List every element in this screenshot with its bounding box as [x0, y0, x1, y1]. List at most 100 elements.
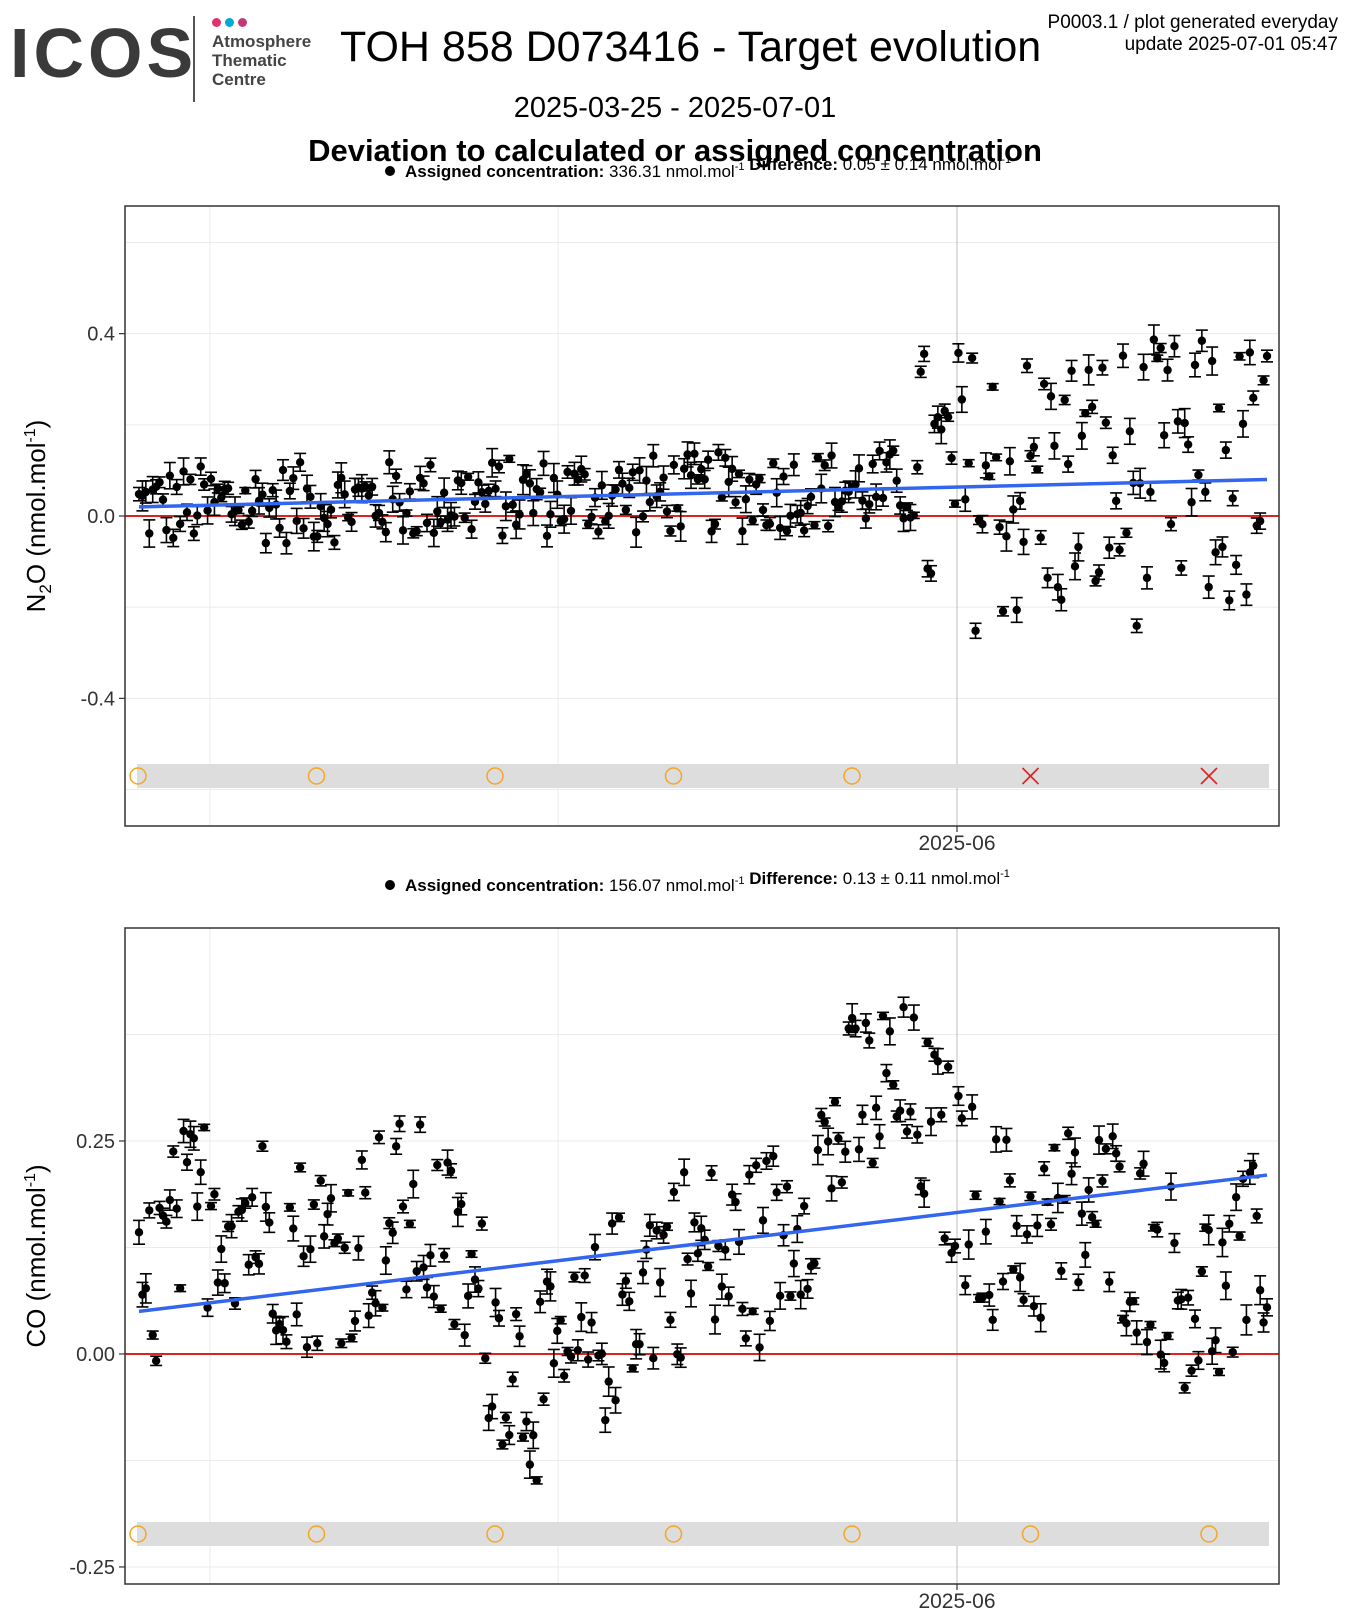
data-point [1122, 528, 1131, 538]
data-point [395, 1119, 404, 1128]
data-point [981, 1227, 991, 1236]
data-point [1211, 1336, 1220, 1345]
x-tick-label: 2025-06 [918, 1590, 995, 1613]
data-point [477, 1219, 487, 1228]
data-point [690, 1218, 699, 1227]
data-point [354, 1243, 363, 1253]
data-point [1173, 417, 1183, 426]
data-point [1074, 1278, 1083, 1287]
data-point [1087, 1213, 1097, 1222]
data-point [313, 1339, 322, 1348]
data-point [1101, 1144, 1111, 1154]
data-point [1015, 1273, 1025, 1282]
data-point [1255, 516, 1265, 526]
data-point [316, 1176, 325, 1185]
data-point [196, 462, 205, 471]
data-point [1098, 363, 1107, 372]
data-point [573, 1346, 583, 1355]
data-point [690, 449, 699, 458]
status-ok-marker [664, 1525, 683, 1543]
data-point [707, 1168, 716, 1178]
data-point [799, 1201, 809, 1211]
data-point [145, 529, 154, 538]
data-point [439, 488, 449, 497]
data-point [330, 538, 339, 547]
data-point [559, 514, 569, 524]
data-point [347, 517, 356, 527]
data-point [1153, 354, 1162, 363]
data-point [659, 1230, 668, 1240]
data-point [1231, 560, 1241, 570]
data-point [964, 1240, 973, 1249]
data-point [762, 1156, 771, 1166]
data-point [546, 1282, 555, 1291]
status-ok-marker [486, 1525, 504, 1543]
data-point [837, 1178, 847, 1187]
data-point [247, 1193, 257, 1202]
data-point [590, 1242, 600, 1252]
data-point [885, 1027, 895, 1036]
data-point [1187, 498, 1196, 507]
data-point [175, 519, 185, 529]
data-point [889, 1080, 898, 1090]
data-point [1002, 532, 1011, 541]
data-point [906, 1107, 915, 1116]
data-point [158, 495, 168, 504]
data-point [525, 1460, 535, 1469]
data-point [1194, 1356, 1203, 1365]
data-point [607, 1219, 617, 1228]
data-point [913, 1130, 922, 1139]
data-point [470, 1275, 480, 1284]
data-point [724, 1292, 733, 1301]
data-point [645, 1221, 655, 1230]
data-point [391, 1142, 401, 1151]
data-point [323, 519, 332, 529]
data-point [803, 1284, 812, 1294]
legend: Assigned concentration: 336.31 nmol.mol-… [385, 154, 1011, 181]
status-band [137, 764, 1269, 788]
data-point [388, 1228, 397, 1237]
data-point [494, 462, 504, 471]
data-point [1105, 543, 1114, 552]
data-point [1187, 1366, 1196, 1375]
data-point [1225, 1219, 1234, 1228]
data-point [1060, 395, 1069, 405]
data-point [947, 453, 956, 463]
plot-area [125, 928, 1279, 1584]
data-point [223, 484, 233, 493]
data-point [446, 1166, 456, 1175]
data-point [559, 1371, 569, 1380]
y-axis-label: CO (nmol.mol-1) [21, 1164, 51, 1347]
data-point [703, 455, 713, 464]
data-point [741, 495, 751, 504]
data-point [693, 1249, 703, 1258]
data-point [439, 1251, 449, 1260]
data-point [861, 1018, 871, 1028]
plot-id-text: P0003.1 / plot generated everyday [1047, 12, 1338, 33]
data-point [299, 1252, 308, 1261]
data-point [628, 468, 637, 477]
data-point [926, 1117, 936, 1126]
data-point [282, 1337, 291, 1346]
data-point [1050, 441, 1059, 451]
data-point [333, 480, 343, 490]
data-point [765, 519, 775, 529]
data-point [649, 451, 658, 460]
data-point [189, 1134, 199, 1143]
data-point [985, 1290, 994, 1300]
data-point [364, 1311, 373, 1320]
status-ok-marker [1200, 1525, 1218, 1543]
data-point [937, 1110, 946, 1119]
data-point [491, 484, 500, 494]
data-point [611, 1396, 620, 1405]
data-point [337, 1339, 346, 1348]
data-point [1245, 1168, 1255, 1177]
data-point [662, 1222, 672, 1231]
data-point [789, 460, 799, 469]
data-point [933, 1057, 943, 1066]
data-point [278, 1325, 288, 1335]
data-point [865, 500, 874, 509]
data-point [1142, 573, 1152, 583]
data-point [1139, 362, 1148, 372]
data-point [361, 1188, 370, 1197]
